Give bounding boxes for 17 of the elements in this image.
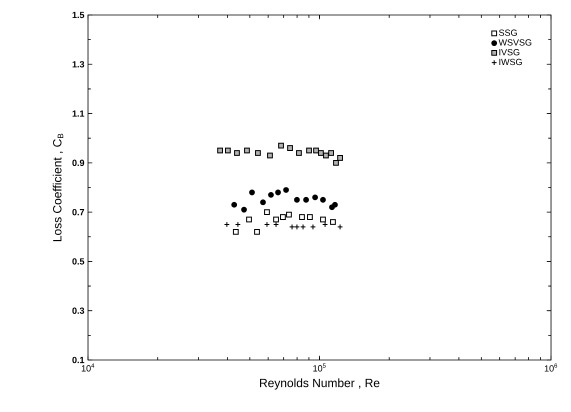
legend-label: WSVSG [498,39,532,46]
y-tick-label: 0.3 [72,308,84,314]
y-tick-label: 1.5 [72,12,84,18]
x-axis-title: Reynolds Number , Re [260,378,380,390]
y-tick-label: 0.5 [72,258,84,265]
y-axis-title: Loss Coefficient , C$_{B}$ [52,134,64,242]
x-tick-label: 10$^{4}$ [82,364,94,372]
y-tick-label: 0.7 [72,208,84,216]
legend-label: IVSG [499,49,520,56]
y-tick-label: 1.3 [72,61,84,68]
y-tick-label: 0.1 [72,356,84,364]
legend-label: SSG [498,30,517,36]
x-tick-label: 10$^{5}$ [313,364,326,372]
y-tick-label: 0.9 [72,160,84,166]
legend-label: IWSG [499,58,522,66]
y-tick-label: 1.1 [72,110,84,117]
x-tick-label: 10$^{6}$ [544,364,558,372]
